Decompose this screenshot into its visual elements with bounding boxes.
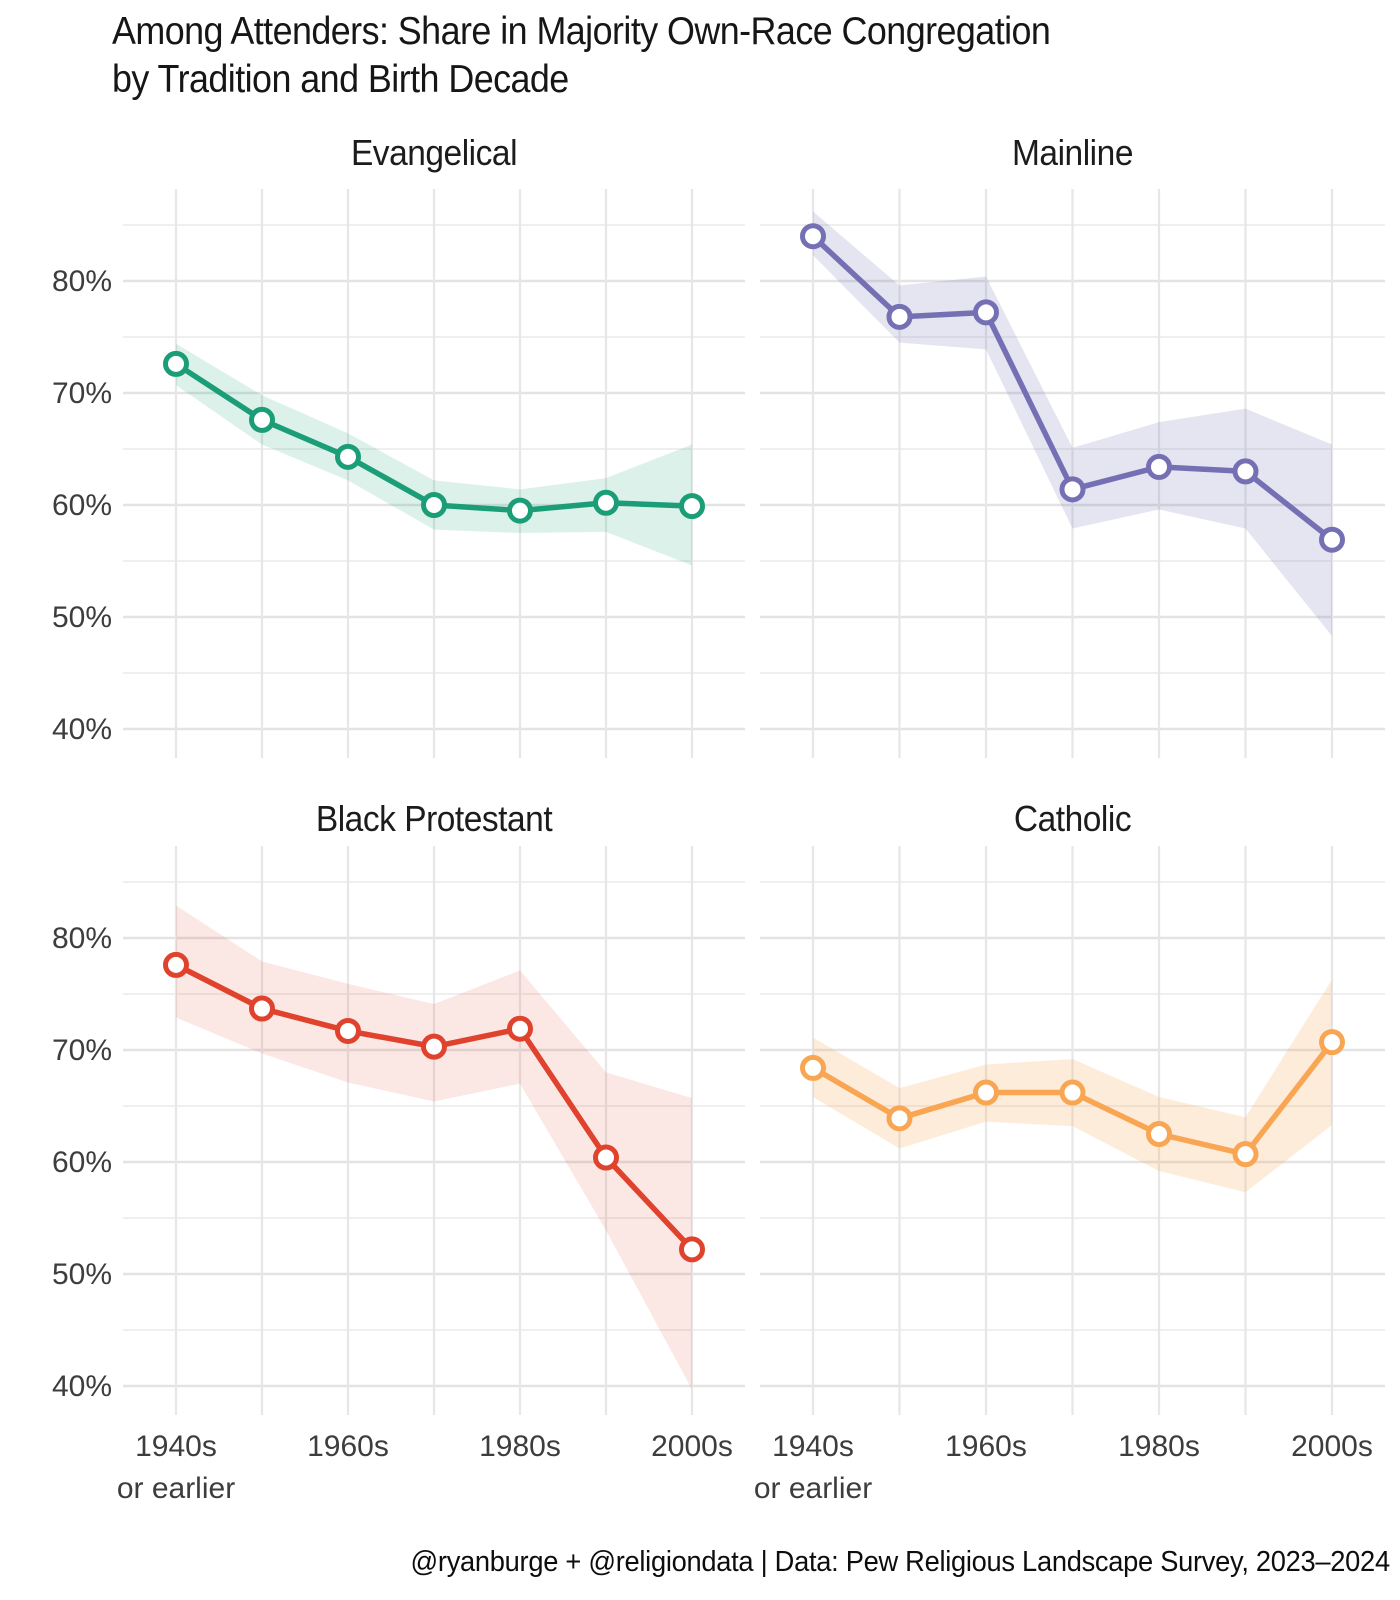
- page-title-line-1: Among Attenders: Share in Majority Own-R…: [112, 10, 1051, 53]
- data-point: [800, 223, 826, 250]
- data-point: [973, 299, 999, 326]
- panel-catholic: [760, 846, 1385, 1415]
- data-point: [1232, 458, 1259, 485]
- data-point: [886, 1105, 913, 1132]
- x-axis-tick-label: 1960s: [307, 1430, 389, 1463]
- panel-black-protestant: [123, 846, 745, 1415]
- data-point: [335, 1017, 361, 1044]
- x-axis-tick-label: 1980s: [1118, 1430, 1200, 1463]
- facet-title-mainline: Mainline: [1012, 132, 1133, 173]
- source-credit: @ryanburge + @religiondata | Data: Pew R…: [410, 1546, 1391, 1578]
- data-point: [163, 951, 189, 978]
- data-point: [1319, 1029, 1345, 1056]
- data-point: [679, 493, 705, 520]
- y-axis-tick-label: 70%: [52, 1034, 112, 1067]
- facet-title-evangelical: Evangelical: [350, 132, 518, 173]
- y-axis-tick-label: 80%: [52, 922, 112, 955]
- data-point: [800, 1054, 826, 1081]
- data-point: [1146, 1121, 1172, 1147]
- data-point: [1232, 1141, 1259, 1168]
- x-axis-tick-label: 1960s: [945, 1430, 1027, 1463]
- data-point: [1059, 1079, 1086, 1106]
- y-axis-tick-label: 50%: [52, 601, 112, 634]
- data-point: [507, 1015, 533, 1042]
- x-axis-tick-label: 1940s: [135, 1430, 217, 1463]
- data-point: [1319, 526, 1345, 553]
- data-point: [973, 1079, 999, 1106]
- data-point: [1059, 476, 1086, 503]
- x-axis-tick-label: 2000s: [1291, 1430, 1373, 1463]
- y-axis-tick-label: 80%: [52, 265, 112, 298]
- panel-mainline: [760, 189, 1385, 758]
- data-point: [679, 1236, 705, 1263]
- x-axis-tick-label: 1980s: [479, 1430, 561, 1463]
- x-axis-tick-subline: or earlier: [754, 1472, 872, 1505]
- y-axis-tick-label: 60%: [52, 1146, 112, 1179]
- y-axis-tick-label: 40%: [52, 713, 112, 746]
- facet-title-black-protestant: Black Protestant: [315, 798, 553, 839]
- confidence-band: [176, 343, 692, 566]
- data-point: [507, 497, 533, 524]
- x-axis-tick-label: 1940s: [772, 1430, 854, 1463]
- data-point: [249, 995, 275, 1022]
- panel-evangelical: [123, 189, 745, 758]
- data-point: [335, 443, 361, 470]
- y-axis-tick-label: 70%: [52, 377, 112, 410]
- data-point: [1146, 453, 1172, 480]
- data-point: [421, 492, 447, 518]
- data-point: [421, 1033, 447, 1060]
- confidence-band: [176, 905, 692, 1390]
- data-point: [163, 350, 189, 377]
- y-axis-tick-label: 40%: [52, 1370, 112, 1403]
- data-point: [886, 303, 913, 330]
- y-axis-tick-label: 60%: [52, 489, 112, 522]
- data-point: [593, 1144, 619, 1171]
- data-point: [249, 406, 275, 433]
- page-title-line-2: by Tradition and Birth Decade: [112, 57, 569, 101]
- confidence-band: [813, 211, 1332, 637]
- page-title: Among Attenders: Share in Majority Own-R…: [112, 8, 1051, 103]
- x-axis-tick-label: 2000s: [651, 1430, 733, 1463]
- y-axis-tick-label: 50%: [52, 1258, 112, 1291]
- x-axis-tick-subline: or earlier: [117, 1472, 235, 1505]
- facet-title-catholic: Catholic: [1013, 798, 1132, 839]
- data-point: [593, 489, 619, 516]
